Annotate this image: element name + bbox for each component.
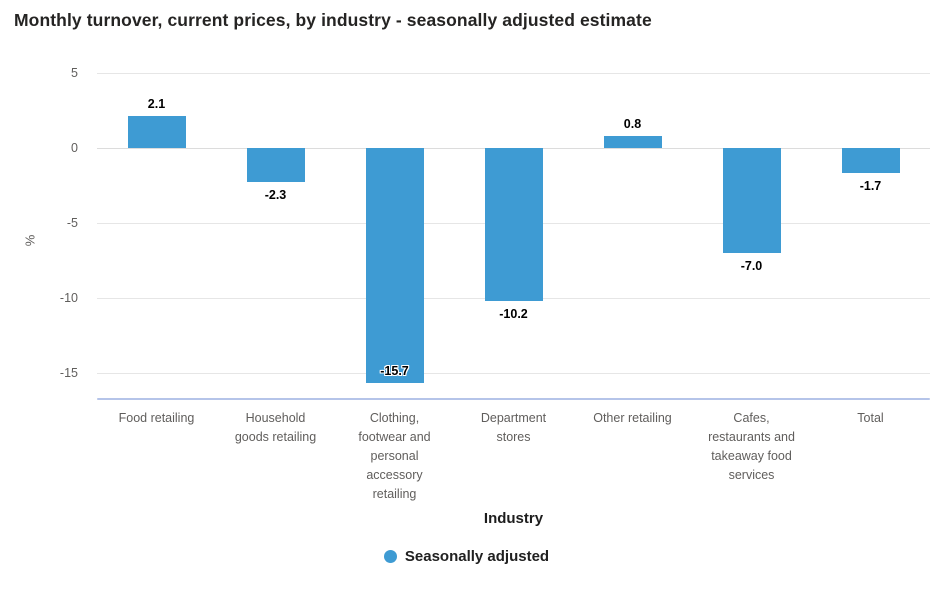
data-label-total: -1.7	[859, 179, 882, 194]
legend-marker-circle-icon	[383, 550, 397, 563]
legend-item-seasonally-adjusted[interactable]: Seasonally adjusted	[383, 548, 550, 565]
chart-title: Monthly turnover, current prices, by ind…	[14, 10, 652, 30]
data-label-clothing-footwear-and-personal-accessory-retailing: -15.7	[380, 364, 409, 378]
data-label-other-retailing: 0.8	[623, 116, 642, 131]
bar-food-retailing[interactable]	[127, 116, 186, 148]
x-tick-label-clothing-footwear-and-personal-accessory-retailing: Clothing, footwear and personal accessor…	[358, 411, 431, 501]
legend-label: Seasonally adjusted	[404, 548, 550, 565]
y-tick-label: 0	[71, 140, 78, 155]
data-label-cafes-restaurants-and-takeaway-food-services: -7.0	[740, 258, 763, 273]
data-label-food-retailing: 2.1	[147, 97, 166, 112]
y-tick-label: 5	[71, 66, 78, 80]
x-axis-title: Industry	[483, 510, 544, 527]
x-tick-label-cafes-restaurants-and-takeaway-food-services: Cafes, restaurants and takeaway food ser…	[708, 411, 795, 482]
gridline--15	[97, 372, 930, 374]
bar-other-retailing[interactable]	[603, 135, 662, 148]
y-axis-title: %	[22, 234, 38, 247]
bar-household-goods-retailing[interactable]	[246, 147, 305, 183]
x-tick-label-household-goods-retailing: Household goods retailing	[234, 411, 317, 444]
y-tick-label: -10	[59, 290, 78, 305]
gridline-5	[97, 73, 930, 74]
bar-cafes-restaurants-and-takeaway-food-services[interactable]	[722, 147, 781, 253]
bar-total[interactable]	[841, 147, 900, 174]
x-tick-label-total: Total	[857, 411, 884, 425]
bar-clothing-footwear-and-personal-accessory-retailing[interactable]	[365, 147, 424, 384]
x-tick-label-food-retailing: Food retailing	[118, 411, 195, 425]
data-label-department-stores: -10.2	[499, 306, 528, 321]
x-tick-label-department-stores: Department stores	[480, 411, 547, 444]
x-axis-line	[97, 398, 930, 400]
data-label-household-goods-retailing: -2.3	[264, 188, 287, 203]
legend: Seasonally adjusted	[0, 548, 933, 565]
x-tick-label-other-retailing: Other retailing	[593, 411, 672, 425]
y-tick-label: -5	[66, 215, 78, 230]
y-tick-label: -15	[59, 365, 78, 380]
bar-department-stores[interactable]	[484, 147, 543, 301]
